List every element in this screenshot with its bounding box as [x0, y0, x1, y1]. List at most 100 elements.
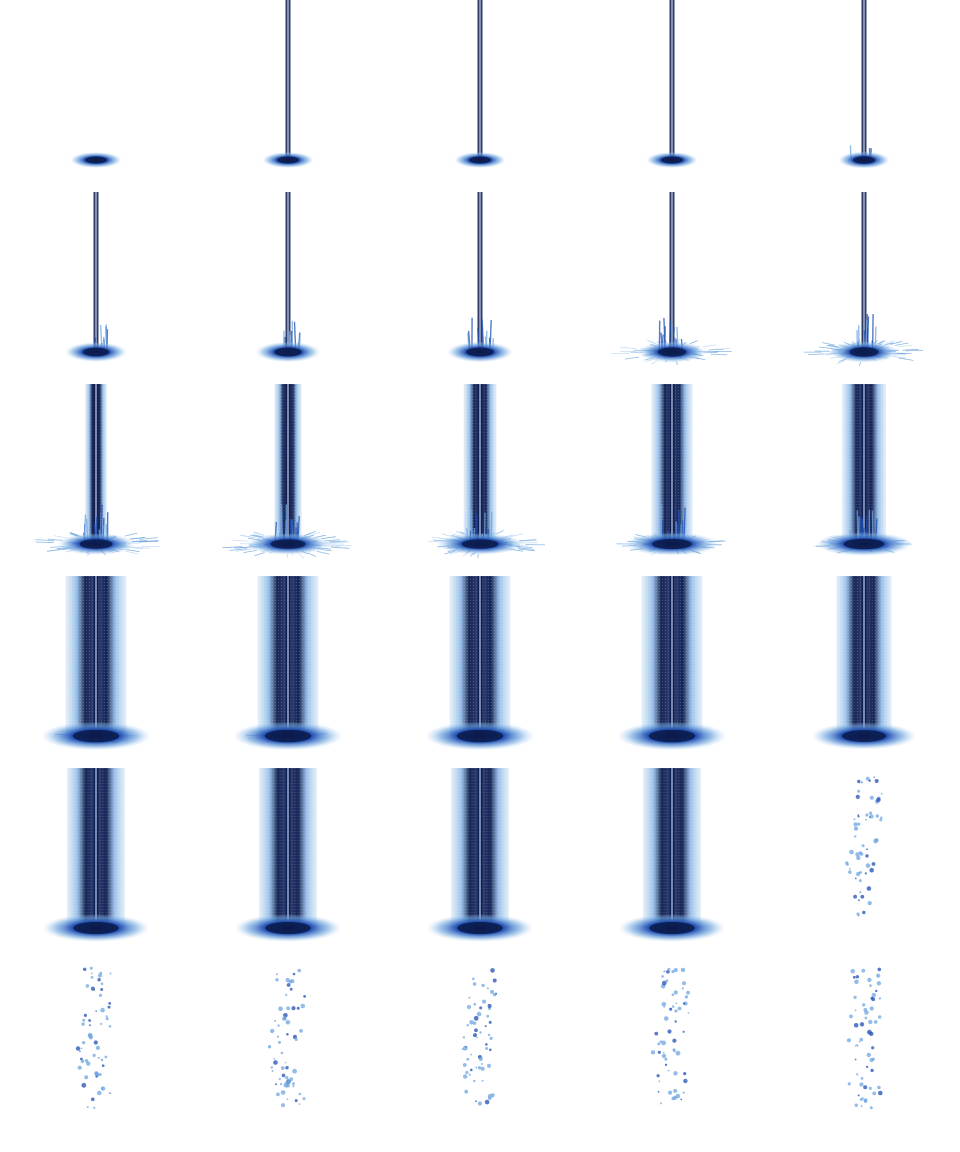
impact-core — [274, 347, 302, 357]
animation-frame — [0, 384, 192, 576]
frame-canvas — [64, 192, 128, 362]
animation-frame — [192, 960, 384, 1152]
impact-core — [265, 921, 311, 935]
animation-frame — [0, 960, 192, 1152]
impact-core — [652, 538, 692, 550]
beam-highlight — [671, 384, 673, 544]
beam-highlight — [479, 192, 481, 352]
animation-frame — [0, 0, 192, 192]
frame-canvas — [845, 776, 883, 917]
beam-highlight — [479, 384, 481, 544]
impact-core — [85, 156, 107, 164]
animation-frame — [0, 768, 192, 960]
frame-canvas — [34, 384, 161, 556]
animation-frame — [384, 0, 576, 192]
impact-core — [264, 729, 312, 743]
impact-core — [648, 729, 696, 743]
beam-highlight — [287, 768, 289, 928]
animation-frame — [768, 576, 960, 768]
sparkle-droplets — [846, 967, 883, 1110]
animation-frame — [384, 192, 576, 384]
animation-frame — [192, 576, 384, 768]
beam-highlight — [95, 768, 97, 928]
impact-core — [661, 156, 683, 164]
frame-canvas — [232, 576, 344, 751]
impact-core — [649, 921, 695, 935]
beam-highlight — [671, 576, 673, 736]
impact-core — [270, 539, 306, 549]
impact-core — [843, 538, 885, 550]
sparkle-droplets — [650, 967, 690, 1105]
animation-frame — [576, 576, 768, 768]
animation-frame — [192, 384, 384, 576]
beam-highlight — [287, 384, 289, 544]
animation-frame — [384, 384, 576, 576]
impact-core — [841, 730, 887, 742]
impact-core — [82, 347, 110, 357]
impact-core — [73, 921, 119, 935]
animation-frame — [384, 960, 576, 1152]
animation-frame — [576, 960, 768, 1152]
sparkle-droplets — [845, 776, 883, 917]
animation-frame — [0, 192, 192, 384]
animation-frame — [768, 384, 960, 576]
beam-highlight — [863, 192, 865, 352]
beam-highlight — [671, 192, 673, 352]
frame-canvas — [461, 968, 498, 1106]
impact-core — [461, 539, 499, 549]
impact-core — [469, 156, 491, 164]
beam-highlight — [671, 768, 673, 928]
beam-highlight — [863, 576, 865, 736]
beam-highlight — [863, 0, 865, 160]
frame-canvas — [846, 967, 883, 1110]
frame-canvas — [426, 768, 534, 942]
beam-highlight — [287, 192, 289, 352]
frame-canvas — [424, 576, 536, 751]
animation-frame — [192, 768, 384, 960]
sparkle-droplets — [267, 968, 306, 1108]
animation-frame — [576, 768, 768, 960]
impact-core — [457, 921, 503, 935]
beam-highlight — [95, 576, 97, 736]
animation-frame — [384, 576, 576, 768]
impact-core — [466, 347, 494, 357]
beam-highlight — [95, 192, 97, 352]
frame-canvas — [70, 152, 122, 168]
frame-canvas — [811, 576, 917, 750]
beam-highlight — [863, 384, 865, 544]
beam-highlight — [95, 384, 97, 544]
sparkle-droplets — [75, 966, 112, 1109]
frame-canvas — [616, 384, 726, 556]
frame-canvas — [646, 0, 698, 168]
beam-highlight — [287, 576, 289, 736]
animation-frame — [192, 192, 384, 384]
impact-core — [72, 729, 120, 743]
animation-frame — [0, 576, 192, 768]
frame-canvas — [618, 768, 726, 942]
impact-core — [79, 539, 113, 549]
impact-core — [853, 156, 875, 164]
animation-frame — [768, 0, 960, 192]
frame-canvas — [267, 968, 306, 1108]
frame-canvas — [616, 576, 728, 751]
frame-canvas — [42, 768, 150, 942]
sparkle-droplets — [461, 968, 498, 1106]
frame-canvas — [234, 768, 342, 942]
beam-highlight — [671, 0, 673, 160]
frame-canvas — [813, 384, 913, 556]
animation-frame — [576, 0, 768, 192]
frame-canvas — [803, 192, 924, 367]
beam-highlight — [479, 576, 481, 736]
frame-canvas — [611, 192, 732, 365]
impact-core — [657, 347, 687, 357]
animation-frame — [576, 192, 768, 384]
frame-canvas — [75, 966, 112, 1109]
frame-canvas — [222, 384, 352, 559]
frame-canvas — [838, 0, 890, 169]
frame-canvas — [255, 192, 321, 363]
frame-canvas — [454, 0, 506, 168]
frame-canvas — [446, 192, 514, 363]
beam-highlight — [287, 0, 289, 160]
animation-frame — [768, 768, 960, 960]
